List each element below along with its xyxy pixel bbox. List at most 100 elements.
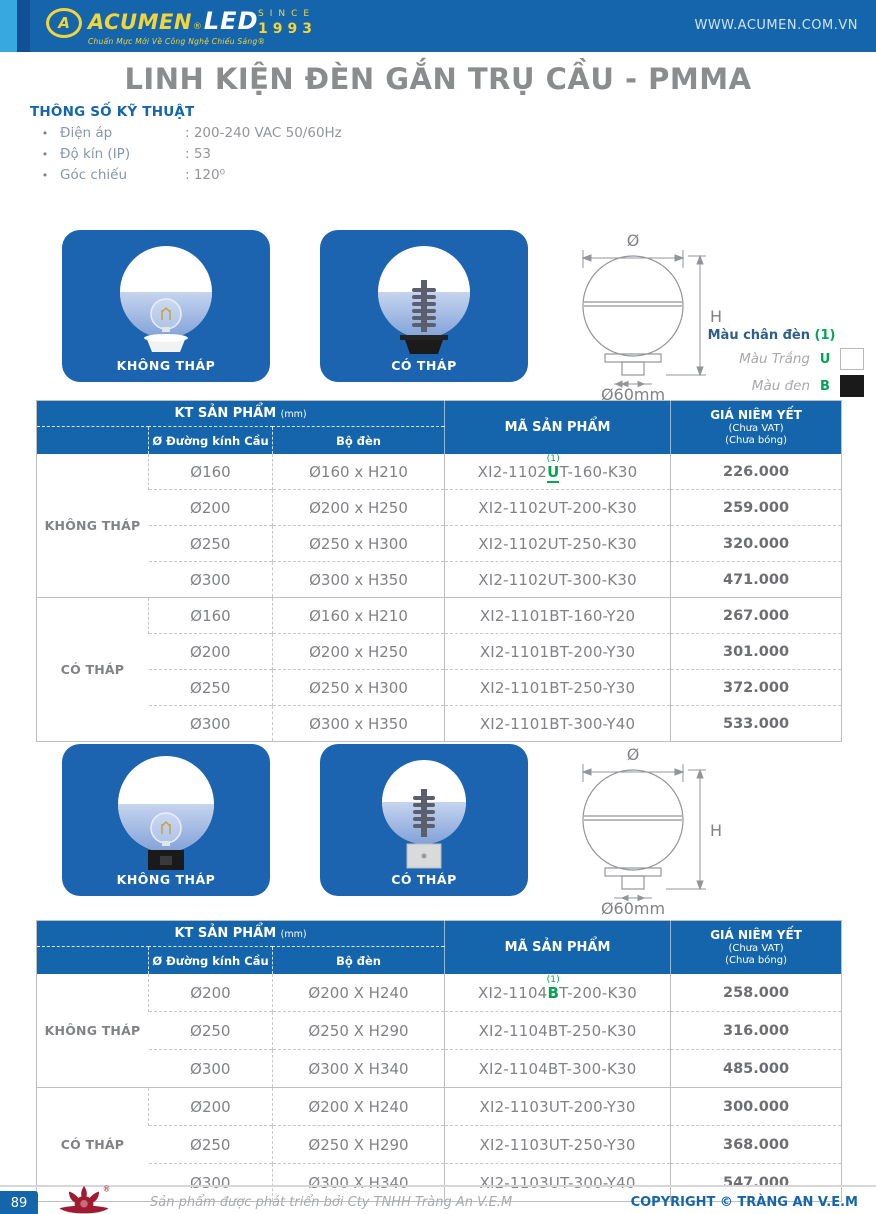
bullet-icon: • (41, 169, 49, 182)
header-bo-den: Bộ đèn (271, 426, 445, 454)
legend-row-white: Màu Trắng U (688, 348, 868, 370)
cell-lamp-set: Ø160 x H210 (271, 454, 445, 490)
cell-diameter: Ø300 (148, 1049, 273, 1088)
cell-lamp-set: Ø300 x H350 (271, 561, 445, 598)
since-label: SINCE (258, 9, 316, 19)
cell-diameter: Ø200 (148, 489, 273, 526)
product-card-with-tower: CÓ THÁP (320, 230, 528, 382)
table-row: Ø200 Ø200 x H250 XI2-1101BT-200-Y30 301.000 (37, 633, 842, 670)
cell-product-code: XI2-1104BT-300-K30 (444, 1049, 671, 1088)
spec-label: Góc chiếu (60, 167, 128, 183)
cell-product-code: XI2-1102UT-250-K30 (444, 525, 671, 562)
cell-lamp-set: Ø300 X H340 (271, 1049, 445, 1088)
table-row: CÓ THÁP Ø200 Ø200 X H240 XI2-1103UT-200-Y30… (36, 1087, 842, 1202)
white-swatch (840, 348, 864, 370)
card-label: CÓ THÁP (391, 872, 457, 887)
cell-lamp-set: Ø200 X H240 (271, 974, 445, 1012)
developer-credit: Sản phẩm được phát triển bởi Cty TNHH Tr… (150, 1195, 513, 1210)
group-label: KHÔNG THÁP (44, 1023, 141, 1038)
table-row: Ø300 Ø300 X H340 XI2-1104BT-300-K30 485.000 (37, 1049, 842, 1088)
svg-text:Ø60mm: Ø60mm (601, 385, 665, 402)
svg-text:H: H (710, 821, 722, 840)
product-card-with-tower: CÓ THÁP (320, 744, 528, 896)
registered-mark: ® (192, 22, 202, 32)
cell-diameter: Ø250 (148, 669, 273, 706)
spec-value: : 120⁰ (185, 167, 226, 183)
table-row: Ø250 Ø250 X H290 XI2-1104BT-250-K30 316.000 (37, 1011, 842, 1050)
cell-product-code: XI2-1101BT-160-Y20 (444, 597, 671, 634)
spec-label: Điện áp (60, 125, 113, 141)
dimension-diagram: Ø H Ø60mm (581, 745, 722, 916)
table-row: Ø300 Ø300 x H350 XI2-1101BT-300-Y40 533.000 (37, 705, 842, 742)
header-gia-niem-yet: GIÁ NIÊM YẾT (Chưa VAT) (Chưa bóng) (670, 400, 842, 454)
header-spacer (36, 946, 149, 974)
group-label: KHÔNG THÁP (44, 518, 141, 533)
lotus-logo-icon: ® (59, 1185, 111, 1214)
header-duong-kinh-cau: Ø Đường kính Cầu (148, 946, 273, 974)
product-visuals-row2: KHÔNG THÁP (0, 742, 876, 920)
cell-diameter: Ø300 (148, 561, 273, 598)
bullet-icon: • (41, 148, 49, 161)
legend-label: Màu Trắng (739, 351, 810, 367)
footer-bar: 89 ® Sản phẩm được phát triển bởi Cty TN… (0, 1185, 876, 1214)
technical-specs: THÔNG SỐ KỸ THUẬT • Điện áp : 200-240 VA… (30, 104, 530, 183)
header-kt-san-pham: KT SẢN PHẨM (mm) (36, 920, 445, 947)
table-row: Ø250 Ø250 x H300 XI2-1101BT-250-Y30 372.000 (37, 669, 842, 706)
table-row: Ø250 Ø250 X H290 XI2-1103UT-250-Y30 368.000 (37, 1125, 842, 1164)
header-ma-san-pham: MÃ SẢN PHẨM (444, 920, 671, 974)
globe-lamp-bulb-image (120, 246, 212, 352)
brand-name: ACUMEN (88, 10, 192, 34)
acumen-logo: A ACUMEN ® LED Chuẩn Mực Mới Về Công Ngh… (46, 7, 265, 46)
legend-label: Màu đen (751, 378, 810, 394)
globe-lamp-tower-image (382, 760, 466, 869)
product-card-without-tower: KHÔNG THÁP (62, 230, 270, 382)
legend-row-black: Màu đen B (688, 375, 868, 397)
table-row: Ø250 Ø250 x H300 XI2-1102UT-250-K30 320.000 (37, 525, 842, 562)
header-kt-san-pham: KT SẢN PHẨM (mm) (36, 400, 445, 427)
cell-price: 258.000 (670, 974, 842, 1012)
spec-value: : 53 (185, 146, 212, 162)
cell-product-code: XI2-1101BT-300-Y40 (444, 705, 671, 742)
svg-text:Ø: Ø (627, 745, 640, 764)
svg-text:®: ® (103, 1185, 111, 1194)
cell-lamp-set: Ø200 x H250 (271, 633, 445, 670)
header-ma-san-pham: MÃ SẢN PHẨM (444, 400, 671, 454)
cell-diameter: Ø160 (148, 597, 273, 634)
header-spacer (36, 426, 149, 454)
cell-product-code: XI2-1101BT-250-Y30 (444, 669, 671, 706)
cell-price: 372.000 (670, 669, 842, 706)
spec-value: : 200-240 VAC 50/60Hz (185, 125, 342, 141)
cell-price: 533.000 (670, 705, 842, 742)
cell-lamp-set: Ø200 x H250 (271, 489, 445, 526)
table-row: Ø300 Ø300 X H340 XI2-1103UT-300-Y40 547.000 (37, 1163, 842, 1202)
cell-lamp-set: Ø250 X H290 (271, 1125, 445, 1164)
legend-code: U (819, 351, 831, 367)
page-title: LINH KIỆN ĐÈN GẮN TRỤ CẦU - PMMA (124, 62, 752, 96)
header-bar: A ACUMEN ® LED Chuẩn Mực Mới Về Công Ngh… (0, 0, 876, 52)
since-year: 1993 (258, 21, 317, 37)
cell-lamp-set: Ø300 X H340 (271, 1163, 445, 1202)
cell-diameter: Ø200 (148, 633, 273, 670)
cell-price: 226.000 (670, 454, 842, 490)
color-legend: Màu chân đèn (1) Màu Trắng U Màu đen B (688, 328, 868, 402)
cell-diameter: Ø250 (148, 1125, 273, 1164)
product-card-without-tower: KHÔNG THÁP (62, 744, 270, 896)
price-table-1: KT SẢN PHẨM (mm) MÃ SẢN PHẨM GIÁ NIÊM YẾT(… (36, 400, 843, 742)
product-visuals-row1: KHÔNG THÁP (0, 228, 876, 406)
cell-product-code: XI2-1101BT-200-Y30 (444, 633, 671, 670)
cell-lamp-set: Ø250 X H290 (271, 1011, 445, 1050)
header-gia-niem-yet: GIÁ NIÊM YẾT (Chưa VAT) (Chưa bóng) (670, 920, 842, 974)
cell-product-code: XI2-1104 (1) BT-200-K30 (444, 974, 671, 1012)
svg-text:H: H (710, 307, 722, 326)
cell-price: 485.000 (670, 1049, 842, 1088)
cell-diameter: Ø200 (148, 1087, 273, 1126)
cell-product-code: XI2-1103UT-250-Y30 (444, 1125, 671, 1164)
spec-label: Độ kín (IP) (60, 146, 131, 162)
cell-diameter: Ø300 (148, 705, 273, 742)
header-bo-den: Bộ đèn (271, 946, 445, 974)
spec-row-voltage: • Điện áp : 200-240 VAC 50/60Hz (30, 125, 530, 141)
table-row: CÓ THÁP Ø160 Ø160 x H210 XI2-1101BT-160-Y20… (36, 597, 842, 742)
cell-price: 301.000 (670, 633, 842, 670)
cell-diameter: Ø250 (148, 1011, 273, 1050)
cell-lamp-set: Ø200 X H240 (271, 1087, 445, 1126)
